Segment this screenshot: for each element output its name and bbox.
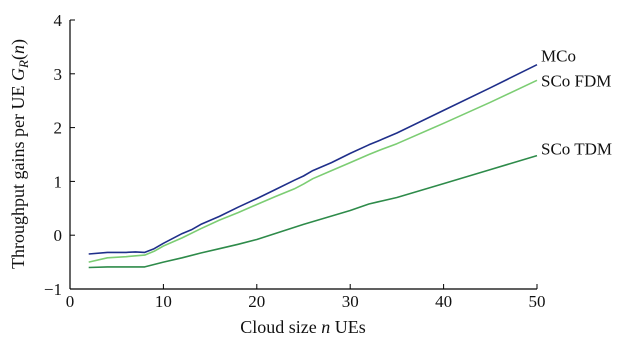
x-axis-title-unit: UEs <box>330 317 366 337</box>
x-tick-label: 0 <box>66 292 75 311</box>
x-tick-label: 20 <box>248 292 265 311</box>
y-tick-label: 4 <box>54 11 63 30</box>
y-axis-title-argument: n <box>8 45 28 54</box>
series-line-sco-fdm <box>88 79 538 263</box>
x-axis-title-variable: n <box>321 317 330 337</box>
x-tick-label: 40 <box>435 292 452 311</box>
x-axis-title: Cloud size n UEs <box>240 317 366 337</box>
axes-layer <box>69 19 538 290</box>
series-line-sco-tdm <box>88 154 538 269</box>
y-axis-title-text: Throughput gains per UE <box>8 81 28 269</box>
y-tick-label: 1 <box>54 172 63 191</box>
y-tick-label: 2 <box>54 119 63 138</box>
y-axis-title-symbol: G <box>8 68 28 81</box>
series-label-sco-tdm: SCo TDM <box>541 140 612 159</box>
y-axis-title-paren-close: ) <box>8 39 29 45</box>
y-axis-title-subscript: R <box>16 60 31 69</box>
x-tick-label: 50 <box>529 292 546 311</box>
y-axis-title: Throughput gains per UE GR(n) <box>8 39 31 269</box>
series-line-mco <box>88 63 538 255</box>
series-label-mco: MCo <box>541 47 576 66</box>
series-label-sco-fdm: SCo FDM <box>541 71 611 90</box>
y-tick-label: −1 <box>44 280 62 299</box>
y-tick-label: 3 <box>54 65 63 84</box>
series-label-layer: MCo SCo FDM SCo TDM <box>541 47 612 159</box>
x-tick-label: 30 <box>342 292 359 311</box>
y-tick-label: 0 <box>54 226 63 245</box>
y-axis-title-paren-open: ( <box>8 54 29 60</box>
x-axis-title-text: Cloud size <box>240 317 321 337</box>
x-tick-label: 10 <box>155 292 172 311</box>
series-layer <box>88 63 538 269</box>
